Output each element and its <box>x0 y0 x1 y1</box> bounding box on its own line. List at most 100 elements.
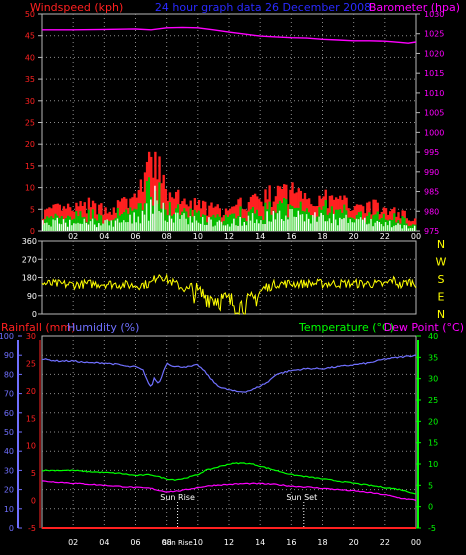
wind-speed-bar <box>307 218 310 231</box>
wind-speed-bar <box>170 218 173 231</box>
wind-speed-bar <box>85 222 88 231</box>
wind-speed-bar <box>222 225 225 231</box>
wind-average-bar <box>147 177 151 231</box>
wind-speed-bar <box>143 214 146 231</box>
wind-speed-bar <box>174 212 177 231</box>
barometer-line <box>42 26 417 44</box>
wind-speed-bar <box>139 223 142 231</box>
wind-average-bar <box>100 215 103 231</box>
wind-speed-bar <box>66 226 69 231</box>
wind-speed-bar <box>359 217 362 231</box>
wind-gust-bar <box>83 202 86 231</box>
wind-speed-bar <box>106 219 108 231</box>
wind-speed-bar <box>349 219 351 231</box>
wind-gust-bar <box>85 213 89 231</box>
wind-speed-bar <box>318 216 320 231</box>
wind-speed-bar <box>189 216 191 231</box>
wind-speed-bar <box>413 225 416 231</box>
wind-speed-bar <box>378 222 381 231</box>
wind-speed-bar <box>314 212 316 231</box>
humidity-tick-label: 90 <box>4 351 14 360</box>
wind-speed-bar <box>218 220 221 231</box>
wind-average-bar <box>131 210 134 231</box>
x-tick-label-top: 12 <box>224 232 234 241</box>
dewpoint-label: Dew Point (°C) <box>384 321 464 334</box>
inner-tick-label: -5 <box>28 524 36 533</box>
wind-speed-bar <box>280 219 283 231</box>
grid-layer <box>42 14 416 528</box>
wind-average-bar <box>164 209 167 231</box>
wind-speed-bar <box>224 225 227 231</box>
wind-speed-bar <box>93 224 96 231</box>
wind-speed-bar <box>388 220 391 231</box>
wind-speed-bar <box>405 225 408 231</box>
wind-tick-label: 15 <box>25 162 35 171</box>
wind-speed-bar <box>150 199 152 231</box>
inner-tick-label: 20 <box>26 387 36 396</box>
humidity-tick-label: 80 <box>4 370 14 379</box>
temperature-label: Temperature (°C) <box>298 321 394 334</box>
wind-speed-bar <box>334 219 337 231</box>
wind-speed-bar <box>116 218 119 231</box>
wind-average-bar <box>382 213 386 231</box>
wind-average-bar <box>411 224 415 231</box>
wind-speed-bar <box>75 223 77 231</box>
wind-speed-bar <box>64 222 67 231</box>
x-tick-label-top: 04 <box>99 232 109 241</box>
wind-speed-bar <box>347 222 349 231</box>
wind-speed-bar <box>258 223 260 231</box>
wind-speed-bar <box>162 202 164 231</box>
x-tick-label-bottom: 02 <box>68 538 78 547</box>
wind-speed-bar <box>241 225 243 231</box>
x-tick-label-bottom: 18 <box>317 538 327 547</box>
wind-speed-bar <box>393 225 395 231</box>
wind-speed-bar <box>193 215 196 231</box>
wind-speed-bar <box>328 218 331 231</box>
wind-speed-bar <box>320 212 322 231</box>
wind-speed-bar <box>312 214 314 231</box>
series-layer <box>41 26 417 529</box>
wind-speed-bar <box>102 223 104 231</box>
humidity-tick-label: 10 <box>4 505 14 514</box>
wind-average-bar <box>401 216 404 231</box>
x-tick-label-top: 00 <box>411 232 421 241</box>
wind-speed-bar <box>351 222 354 231</box>
wind-gust-bar <box>104 207 107 231</box>
wind-average-bar <box>268 201 271 231</box>
wind-speed-bar <box>141 210 144 231</box>
wind-speed-bar <box>212 226 214 231</box>
wind-speed-bar <box>237 225 239 231</box>
wind-speed-bar <box>386 225 389 231</box>
wind-tick-label: 20 <box>25 140 35 149</box>
x-tick-label-top: 22 <box>380 232 390 241</box>
wind-gust-bar <box>58 204 61 231</box>
compass-label: E <box>438 291 445 304</box>
wind-gust-bar <box>160 183 163 231</box>
wind-average-bar <box>337 209 340 231</box>
wind-speed-bar <box>337 225 339 231</box>
wind-speed-bar <box>291 209 293 231</box>
humidity-tick-label: 20 <box>4 486 14 495</box>
wind-tick-label: 5 <box>30 205 35 214</box>
wind-speed-bar <box>249 220 252 231</box>
wind-average-bar <box>79 211 82 231</box>
dew-line <box>41 480 417 502</box>
graph-title: 24 hour graph data 26 December 2008 <box>155 1 371 14</box>
wind-speed-bar <box>270 221 273 231</box>
wind-gust-bar <box>407 220 411 231</box>
wind-speed-bar <box>156 200 158 231</box>
wind-speed-bar <box>137 216 140 231</box>
inner-tick-label: 0 <box>31 497 36 506</box>
wind-average-bar <box>249 209 253 231</box>
rainfall-label: Rainfall (mm) <box>1 321 75 334</box>
wind-speed-bar <box>166 221 169 231</box>
temperature-tick-label: 25 <box>428 396 438 405</box>
wind-speed-bar <box>152 213 154 231</box>
wind-speed-bar <box>114 220 117 231</box>
wind-speed-bar <box>353 222 356 231</box>
wind-average-bar <box>310 215 313 231</box>
wind-speed-bar <box>127 222 129 231</box>
wind-speed-bar <box>409 227 412 231</box>
wind-average-bar <box>285 199 288 231</box>
